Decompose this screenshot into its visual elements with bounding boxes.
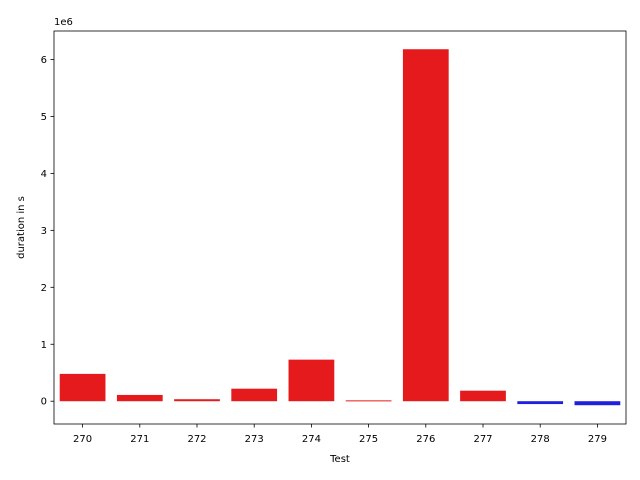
x-tick-label: 278 bbox=[531, 434, 550, 445]
bar-279 bbox=[574, 401, 621, 406]
bar-277 bbox=[460, 390, 506, 402]
y-tick-label: 3 bbox=[41, 226, 47, 237]
x-tick-label: 273 bbox=[245, 434, 264, 445]
x-tick-label: 279 bbox=[588, 434, 607, 445]
y-offset-label: 1e6 bbox=[54, 17, 73, 28]
y-tick-label: 0 bbox=[41, 397, 47, 408]
bar-272 bbox=[174, 399, 220, 402]
x-tick-label: 271 bbox=[130, 434, 149, 445]
x-ticks-group: 270 271 272 273 274 275 276 277 278 279 bbox=[73, 424, 607, 445]
bar-270 bbox=[59, 373, 106, 402]
x-axis-title: Test bbox=[329, 454, 350, 465]
bar-278 bbox=[517, 401, 564, 405]
bars-group bbox=[59, 49, 621, 406]
y-tick-label: 4 bbox=[41, 169, 47, 180]
x-tick-label: 275 bbox=[359, 434, 378, 445]
x-tick-label: 272 bbox=[187, 434, 206, 445]
plot-frame bbox=[53, 30, 627, 425]
y-tick-label: 2 bbox=[41, 283, 47, 294]
bar-276 bbox=[402, 49, 449, 402]
y-tick-label: 6 bbox=[41, 55, 47, 66]
bar-274 bbox=[288, 359, 335, 402]
y-axis-title: duration in s bbox=[16, 196, 27, 259]
y-tick-label: 1 bbox=[41, 340, 47, 351]
x-tick-label: 274 bbox=[302, 434, 321, 445]
y-ticks-group: 0 1 2 3 4 5 6 bbox=[41, 55, 54, 408]
bar-271 bbox=[116, 394, 163, 402]
bar-273 bbox=[231, 388, 278, 402]
bar-275 bbox=[345, 400, 392, 402]
x-tick-label: 270 bbox=[73, 434, 92, 445]
y-tick-label: 5 bbox=[41, 112, 47, 123]
x-tick-label: 276 bbox=[416, 434, 435, 445]
x-tick-label: 277 bbox=[473, 434, 492, 445]
